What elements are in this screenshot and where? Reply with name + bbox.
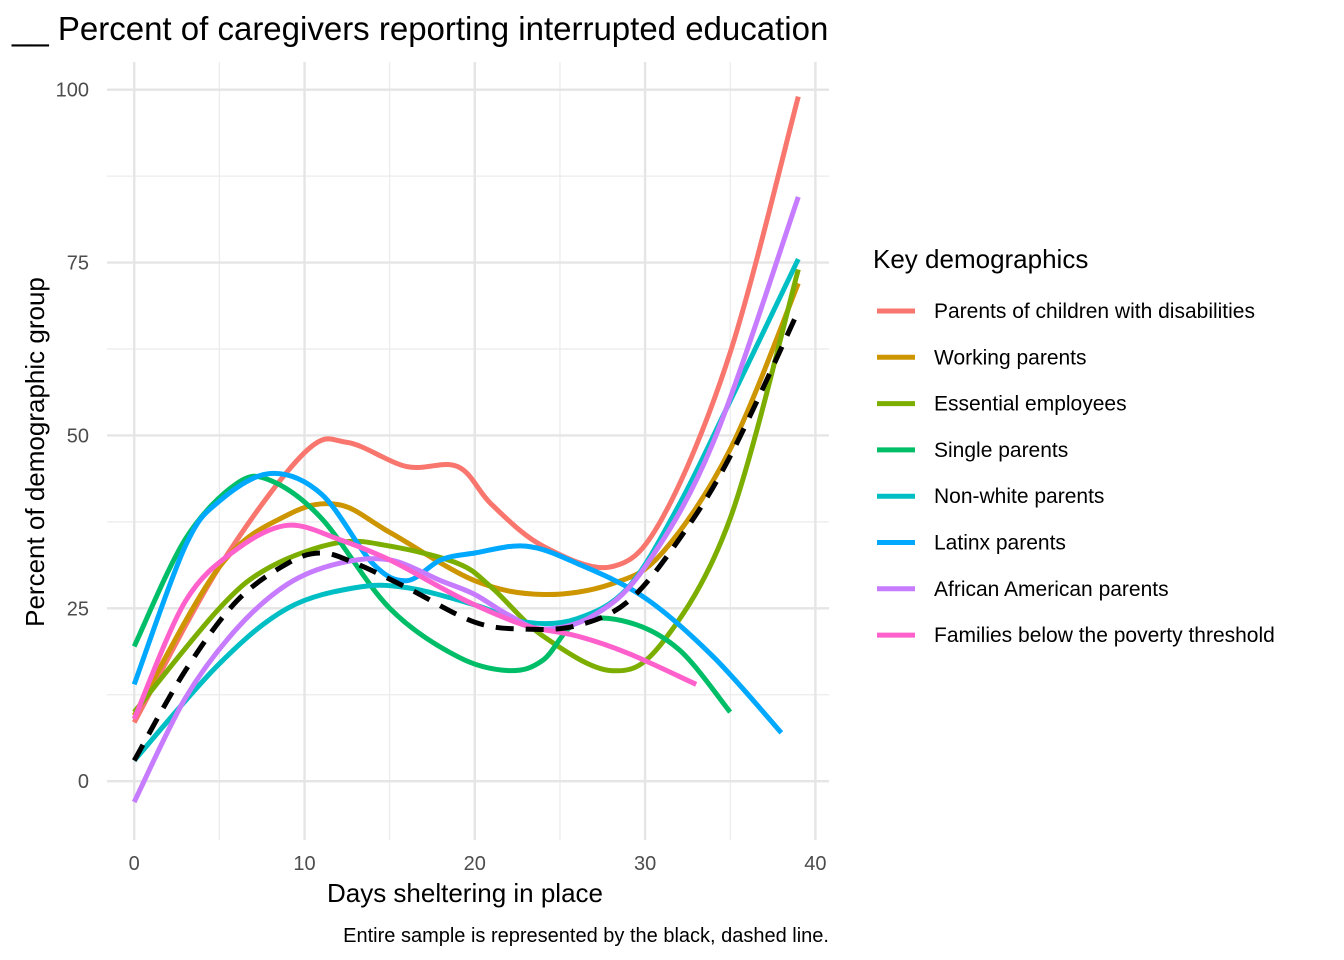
legend-label: Single parents [934, 439, 1068, 462]
series-line-8 [131, 522, 698, 721]
series-lines [131, 95, 801, 804]
major-gridlines [107, 62, 829, 840]
legend-label: Working parents [934, 346, 1087, 369]
x-tick-label: 0 [129, 853, 140, 875]
series-line-2 [132, 282, 801, 717]
x-tick-label: 30 [634, 853, 656, 875]
legend-title: Key demographics [873, 244, 1088, 274]
y-tick-labels: 0 25 50 75 100 [56, 80, 89, 794]
legend-label: Families below the poverty threshold [934, 624, 1275, 647]
y-axis-title: Percent of demographic group [20, 277, 50, 627]
series-line-3 [132, 268, 801, 714]
chart-title: __ Percent of caregivers reporting inter… [11, 10, 828, 47]
legend-label: Parents of children with disabilities [934, 300, 1255, 323]
x-tick-label: 20 [464, 853, 486, 875]
legend-label: African American parents [934, 578, 1169, 601]
y-tick-label: 100 [56, 80, 89, 102]
x-tick-labels: 0 10 20 30 40 [129, 853, 827, 875]
series-line-6 [131, 470, 784, 735]
chart-caption: Entire sample is represented by the blac… [343, 925, 829, 947]
x-axis-title: Days sheltering in place [327, 878, 603, 908]
legend-label: Latinx parents [934, 532, 1066, 555]
overall-sample-line [132, 309, 801, 762]
y-tick-label: 0 [78, 771, 89, 793]
legend-label: Essential employees [934, 393, 1127, 416]
legend-label: Non-white parents [934, 485, 1104, 508]
y-tick-label: 50 [67, 425, 89, 447]
series-line-4 [131, 473, 733, 714]
minor-gridlines [107, 62, 829, 840]
y-tick-label: 75 [67, 253, 89, 275]
series-line-7 [131, 196, 801, 804]
y-tick-label: 25 [67, 598, 89, 620]
legend: Key demographics Parents of children wit… [873, 244, 1275, 647]
x-tick-label: 10 [293, 853, 315, 875]
series-line-1 [132, 95, 801, 724]
x-tick-label: 40 [804, 853, 826, 875]
